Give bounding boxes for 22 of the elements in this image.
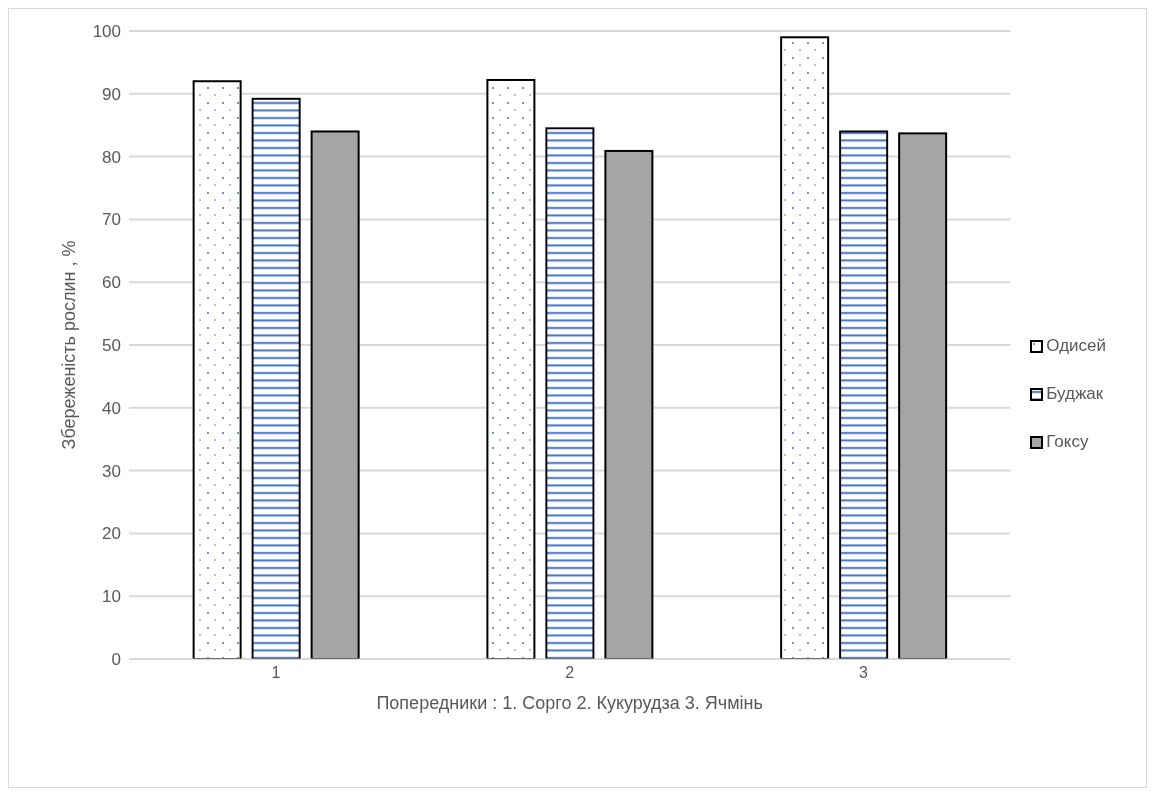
y-tick-label: 50 [102,336,121,356]
y-tick-label: 30 [102,461,121,481]
y-axis-title: Збереженість рослин , % [59,240,80,450]
y-tick-label: 10 [102,587,121,607]
legend-label: Гоксу [1046,432,1089,452]
y-tick-label: 70 [102,210,121,230]
y-tick-label: 0 [111,650,121,670]
x-tick-label: 1 [271,664,281,682]
x-tick-label: 2 [565,664,575,682]
legend-label: Буджак [1046,384,1104,404]
bar [898,132,948,659]
legend-label: Одисей [1046,336,1106,356]
y-tick-label: 80 [102,147,121,167]
x-tick-label: 3 [858,664,868,682]
x-axis-title: Попередники : 1. Сорго 2. Кукурудза 3. Ячмінь [376,693,763,713]
y-tick-label: 90 [102,84,121,104]
y-tick-label: 60 [102,273,121,293]
y-tick-label: 40 [102,398,121,418]
bar [310,130,360,659]
y-tick-label: 100 [92,22,121,42]
y-tick-label: 20 [102,524,121,544]
bar [604,149,654,659]
